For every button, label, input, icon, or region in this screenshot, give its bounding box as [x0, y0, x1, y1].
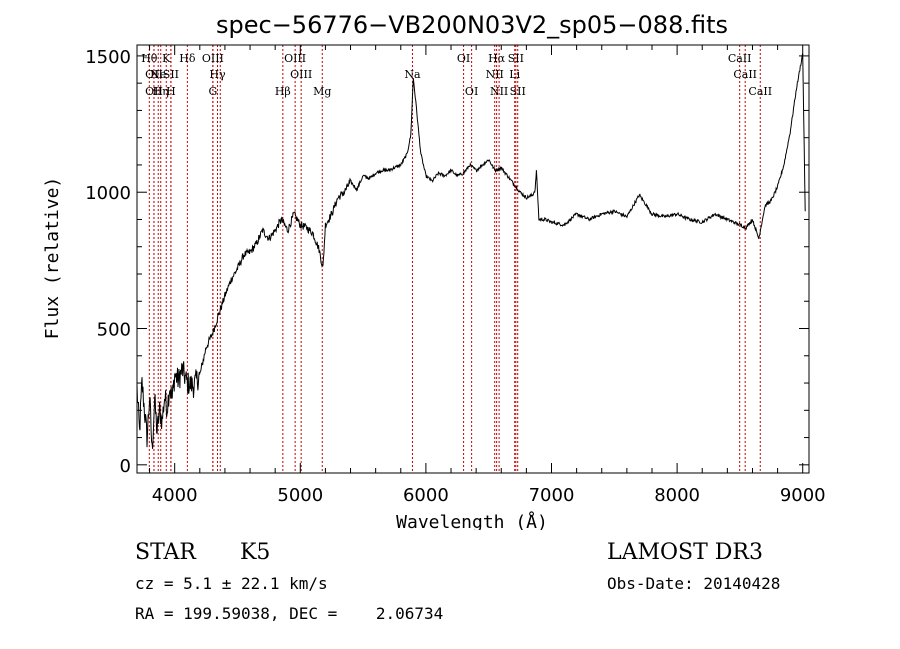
line-marker-label: CaII — [748, 85, 772, 98]
line-marker-label: CaII — [728, 52, 752, 65]
x-tick-label: 7000 — [529, 485, 575, 506]
x-axis-ticks: 4000 5000 6000 7000 8000 9000 — [149, 45, 826, 506]
line-marker-label: Hβ — [275, 85, 291, 98]
line-marker-label: SII — [163, 68, 179, 81]
line-marker-label: Hθ — [141, 52, 158, 65]
line-marker-label: CaII — [733, 68, 757, 81]
line-marker-label: Ne — [150, 68, 166, 81]
line-marker-label: Mg — [313, 85, 331, 98]
line-marker-label: NII — [490, 85, 508, 98]
line-marker-label: OI — [457, 52, 470, 65]
line-marker-label: Hη — [153, 85, 169, 98]
line-marker-label: H — [166, 85, 176, 98]
line-marker-label: Hγ — [209, 68, 226, 81]
line-marker-label: G — [208, 85, 217, 98]
y-tick-label: 500 — [97, 320, 131, 341]
y-tick-label: 1000 — [85, 183, 131, 204]
line-marker-label: SII — [508, 52, 524, 65]
coordinates: RA = 199.59038, DEC = 2.06734 — [135, 604, 444, 623]
redshift-readout: cz = 5.1 ± 22.1 km/s — [135, 574, 328, 593]
y-axis-ticks: 0 500 1000 1500 — [85, 47, 809, 477]
line-marker-label: Hδ — [179, 52, 196, 65]
x-tick-label: 9000 — [780, 485, 826, 506]
line-marker-label: Na — [404, 68, 421, 81]
spectral-line-markers — [148, 45, 761, 473]
line-marker-label: NII — [486, 68, 504, 81]
line-marker-label: OIII — [284, 52, 306, 65]
x-tick-label: 5000 — [277, 485, 323, 506]
spectrum-line — [136, 53, 806, 449]
line-marker-label: Hα — [488, 52, 506, 65]
line-marker-label: OIII — [202, 52, 224, 65]
line-marker-label: K — [162, 52, 171, 65]
object-class: STAR — [135, 540, 196, 565]
line-marker-label: Li — [509, 68, 520, 81]
line-marker-label: OIII — [290, 68, 312, 81]
obs-date: Obs-Date: 20140428 — [607, 574, 781, 593]
x-tick-label: 6000 — [403, 485, 449, 506]
chart-title: spec−56776−VB200N03V2_sp05−088.fits — [216, 11, 728, 39]
object-subclass: K5 — [240, 540, 271, 565]
line-marker-label: OII — [145, 85, 163, 98]
line-marker-label: OI — [465, 85, 478, 98]
x-tick-label: 8000 — [654, 485, 700, 506]
y-tick-label: 1500 — [85, 47, 131, 68]
line-marker-label: OII — [145, 68, 163, 81]
plot-frame — [136, 44, 810, 474]
x-tick-label: 4000 — [152, 485, 198, 506]
survey-name: LAMOST DR3 — [607, 540, 763, 565]
spectrum-chart: spec−56776−VB200N03V2_sp05−088.fits Hθ OI… — [42, 11, 826, 530]
y-tick-label: 0 — [120, 456, 131, 477]
y-axis-label: Flux (relative) — [42, 177, 63, 340]
x-axis-label: Wavelength (Å) — [396, 511, 548, 530]
line-marker-label: SII — [510, 85, 526, 98]
